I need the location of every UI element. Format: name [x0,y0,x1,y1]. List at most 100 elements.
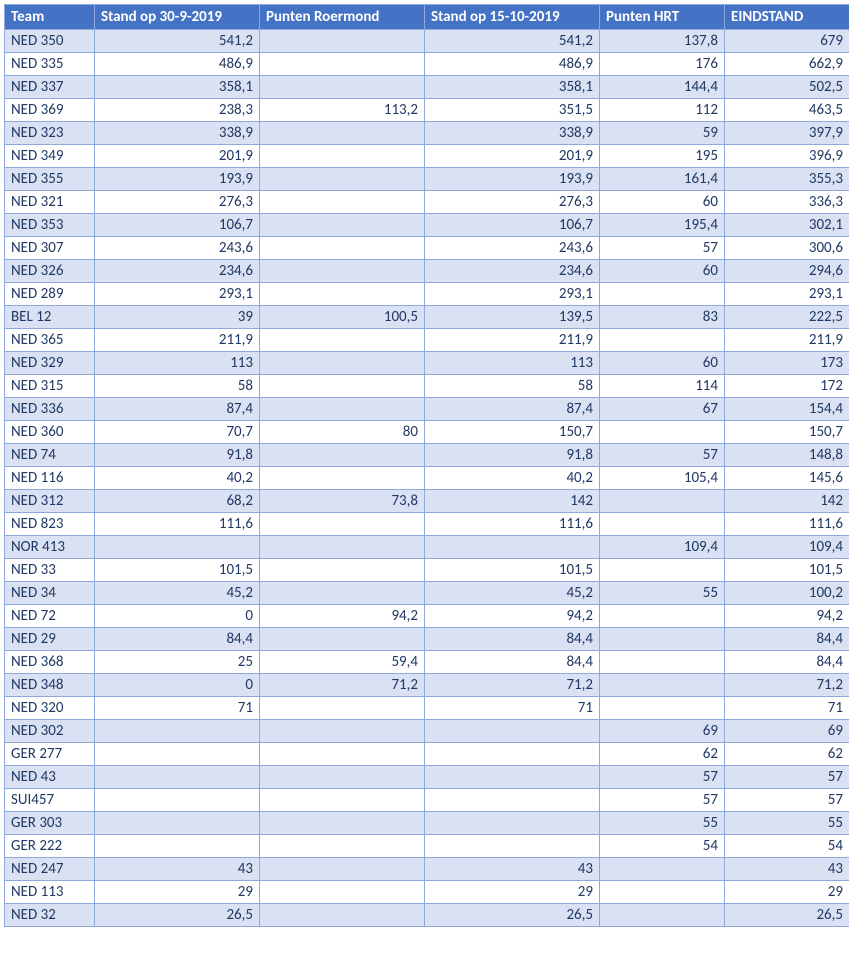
column-header: Team [5,5,95,30]
value-cell: 60 [600,260,725,283]
value-cell [425,536,600,559]
value-cell [425,766,600,789]
value-cell: 62 [725,743,849,766]
team-cell: NED 336 [5,398,95,421]
value-cell: 71,2 [260,674,425,697]
column-header: Stand op 30-9-2019 [95,5,260,30]
value-cell: 55 [725,812,849,835]
team-cell: NED 32 [5,904,95,927]
value-cell: 25 [95,651,260,674]
value-cell: 142 [425,490,600,513]
value-cell [600,329,725,352]
value-cell [95,536,260,559]
team-cell: NED 312 [5,490,95,513]
value-cell [600,628,725,651]
value-cell: 302,1 [725,214,849,237]
table-body: NED 350541,2541,2137,8679NED 335486,9486… [5,30,849,927]
value-cell [260,168,425,191]
team-cell: NED 323 [5,122,95,145]
value-cell [260,76,425,99]
table-row: NED 3445,245,255100,2 [5,582,849,605]
value-cell: 101,5 [725,559,849,582]
value-cell [260,582,425,605]
value-cell: 43 [425,858,600,881]
value-cell: 55 [600,812,725,835]
value-cell: 351,5 [425,99,600,122]
team-cell: NED 315 [5,375,95,398]
value-cell: 57 [725,789,849,812]
table-row: NED 3682559,484,484,4 [5,651,849,674]
team-cell: SUI457 [5,789,95,812]
value-cell: 336,3 [725,191,849,214]
table-row: NED 7491,891,857148,8 [5,444,849,467]
value-cell: 26,5 [95,904,260,927]
table-row: NED 321276,3276,360336,3 [5,191,849,214]
value-cell: 57 [725,766,849,789]
value-cell: 109,4 [600,536,725,559]
value-cell: 211,9 [725,329,849,352]
value-cell: 358,1 [95,76,260,99]
value-cell [600,881,725,904]
team-cell: NED 74 [5,444,95,467]
value-cell: 201,9 [425,145,600,168]
table-row: NED 335486,9486,9176662,9 [5,53,849,76]
value-cell [260,53,425,76]
table-row: NED 3155858114172 [5,375,849,398]
value-cell: 243,6 [425,237,600,260]
value-cell: 193,9 [95,168,260,191]
value-cell: 234,6 [95,260,260,283]
value-cell: 396,9 [725,145,849,168]
team-cell: NED 72 [5,605,95,628]
value-cell: 145,6 [725,467,849,490]
table-row: NED 369238,3113,2351,5112463,5 [5,99,849,122]
value-cell: 355,3 [725,168,849,191]
table-row: NED 320717171 [5,697,849,720]
table-row: NED 2984,484,484,4 [5,628,849,651]
value-cell: 176 [600,53,725,76]
table-row: SUI4575757 [5,789,849,812]
team-cell: NED 355 [5,168,95,191]
value-cell: 84,4 [425,628,600,651]
value-cell: 238,3 [95,99,260,122]
table-row: NED 348071,271,271,2 [5,674,849,697]
table-row: BEL 1239100,5139,583222,5 [5,306,849,329]
value-cell: 142 [725,490,849,513]
value-cell: 58 [425,375,600,398]
value-cell [425,789,600,812]
value-cell: 195 [600,145,725,168]
value-cell: 293,1 [725,283,849,306]
team-cell: NED 368 [5,651,95,674]
table-row: NED 350541,2541,2137,8679 [5,30,849,53]
value-cell: 87,4 [95,398,260,421]
value-cell: 113 [425,352,600,375]
value-cell: 276,3 [425,191,600,214]
value-cell: 57 [600,237,725,260]
value-cell: 40,2 [425,467,600,490]
value-cell [260,237,425,260]
team-cell: NOR 413 [5,536,95,559]
value-cell [260,743,425,766]
value-cell: 193,9 [425,168,600,191]
value-cell [260,858,425,881]
team-cell: NED 321 [5,191,95,214]
value-cell [95,789,260,812]
value-cell: 541,2 [425,30,600,53]
value-cell: 29 [425,881,600,904]
value-cell [600,283,725,306]
value-cell: 84,4 [95,628,260,651]
value-cell: 293,1 [95,283,260,306]
value-cell [260,283,425,306]
value-cell: 71 [95,697,260,720]
value-cell [600,904,725,927]
team-cell: NED 302 [5,720,95,743]
value-cell: 294,6 [725,260,849,283]
value-cell: 54 [600,835,725,858]
team-cell: GER 277 [5,743,95,766]
table-header: TeamStand op 30-9-2019Punten RoermondSta… [5,5,849,30]
value-cell [260,766,425,789]
value-cell: 106,7 [95,214,260,237]
value-cell [95,720,260,743]
table-row: NED 3226,526,526,5 [5,904,849,927]
value-cell: 83 [600,306,725,329]
value-cell: 80 [260,421,425,444]
